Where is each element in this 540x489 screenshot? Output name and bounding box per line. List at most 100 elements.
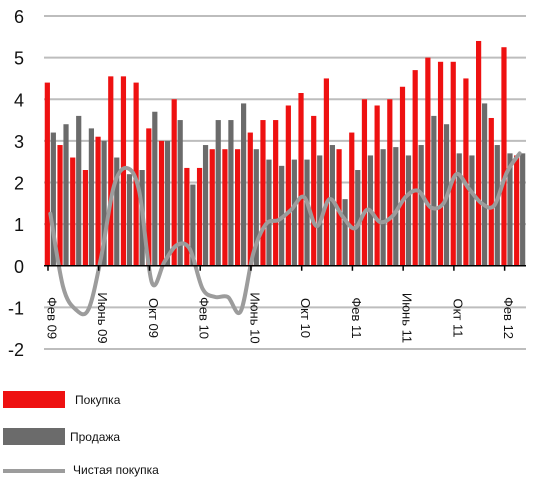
x-tick-label: Июнь 10	[247, 292, 262, 343]
bar-buy	[133, 82, 139, 266]
x-tick-label: Фев 11	[349, 297, 364, 338]
bar-sell	[215, 120, 221, 266]
x-tick-label: Окт 10	[298, 298, 313, 338]
x-tick-label: Фев 10	[197, 297, 212, 339]
bar-buy	[437, 61, 444, 266]
y-tick-label: 2	[14, 174, 24, 194]
x-tick-label: Окт 11	[450, 298, 465, 337]
bar-sell	[304, 159, 310, 266]
bar-buy	[374, 105, 380, 266]
y-tick-label: -2	[8, 340, 24, 360]
bar-sell	[355, 170, 361, 266]
y-tick-label: -1	[8, 298, 24, 318]
bar-buy	[323, 78, 329, 266]
bar-sell	[164, 140, 171, 266]
bar-sell	[431, 115, 437, 266]
legend-item-sell: Продажа	[0, 427, 260, 451]
bar-sell	[190, 184, 196, 266]
x-tick-label: Окт 09	[146, 298, 161, 338]
bar-sell	[418, 145, 424, 266]
x-tick-label: Фев 12	[501, 297, 516, 339]
bar-buy	[184, 167, 190, 266]
y-tick-label: 1	[14, 215, 24, 235]
bar-sell	[494, 145, 500, 266]
bar-buy	[196, 167, 203, 266]
bar-buy	[463, 78, 469, 266]
y-axis: -2 -1 0 1 2 3 4 5 6	[8, 7, 24, 360]
bar-buy	[108, 76, 114, 266]
net-purchase-line	[48, 151, 522, 317]
bar-buy	[260, 120, 266, 266]
bar-buy	[235, 149, 241, 266]
y-tick-label: 5	[14, 49, 24, 69]
bar-sell	[63, 124, 69, 266]
bar-buy	[82, 170, 88, 266]
bar-sell	[114, 157, 120, 266]
legend-label-sell: Продажа	[70, 430, 121, 444]
bar-buy	[349, 132, 355, 266]
legend-swatch-net	[3, 469, 65, 473]
bar-sell	[405, 155, 412, 266]
x-tick-label: Фев 09	[45, 297, 60, 339]
bar-sell	[50, 132, 56, 266]
bar-buy	[44, 82, 50, 266]
bar-buy	[514, 155, 520, 266]
legend-item-buy: Покупка	[0, 390, 260, 414]
bar-sell	[202, 145, 209, 266]
x-tick-label: Июнь 11	[400, 293, 415, 343]
bar-buy	[247, 132, 253, 266]
bar-sell	[482, 103, 488, 266]
legend-label-net: Чистая покупка	[73, 463, 159, 477]
chart-canvas: -2 -1 0 1 2 3 4 5 6 Фев 09 Июнь 09 Окт 09 Фев 10 Июн…	[8, 7, 526, 360]
bar-sell	[469, 155, 475, 266]
bar-buy	[501, 47, 507, 266]
bar-buy	[488, 117, 494, 266]
series-buy	[44, 40, 520, 266]
bar-buy	[70, 157, 76, 266]
bar-buy	[476, 40, 482, 266]
bar-sell	[152, 111, 158, 266]
bar-buy	[209, 149, 215, 266]
bar-sell	[76, 115, 82, 266]
series-sell	[50, 103, 526, 266]
bar-buy	[158, 140, 165, 266]
bar-buy	[361, 99, 368, 266]
bar-sell	[507, 153, 513, 266]
bar-sell	[317, 155, 323, 266]
bar-sell	[342, 199, 348, 266]
bar-sell	[329, 145, 335, 266]
bar-buy	[273, 120, 279, 266]
bar-sell	[253, 149, 259, 266]
series-net	[48, 151, 522, 317]
bar-buy	[311, 115, 317, 266]
legend-item-net: Чистая покупка	[0, 460, 260, 484]
bar-sell	[380, 149, 386, 266]
y-tick-label: 3	[14, 132, 24, 152]
bar-sell	[266, 159, 272, 266]
bar-sell	[393, 147, 399, 266]
bar-sell	[177, 120, 183, 266]
bar-sell	[101, 140, 107, 266]
y-tick-label: 4	[14, 90, 24, 110]
bar-buy	[412, 70, 418, 266]
bar-buy	[57, 145, 63, 266]
y-tick-label: 0	[14, 257, 24, 277]
legend-swatch-buy	[3, 391, 65, 408]
bar-sell	[228, 120, 234, 266]
bar-sell	[456, 153, 462, 266]
bar-buy	[450, 61, 456, 266]
bar-buy	[171, 99, 177, 266]
bar-sell	[520, 153, 526, 266]
x-axis: Фев 09 Июнь 09 Окт 09 Фев 10 Июнь 10 Окт 10 Фе…	[44, 265, 526, 344]
bar-buy	[95, 136, 101, 266]
bar-buy	[120, 76, 127, 266]
bar-sell	[241, 103, 247, 266]
bar-buy	[222, 149, 228, 266]
legend-swatch-sell	[3, 428, 65, 445]
bar-buy	[399, 86, 406, 266]
bar-buy	[146, 128, 152, 266]
x-tick-label: Июнь 09	[95, 292, 110, 343]
bar-buy	[285, 105, 291, 266]
bar-buy	[298, 93, 304, 266]
y-tick-label: 6	[14, 7, 24, 27]
